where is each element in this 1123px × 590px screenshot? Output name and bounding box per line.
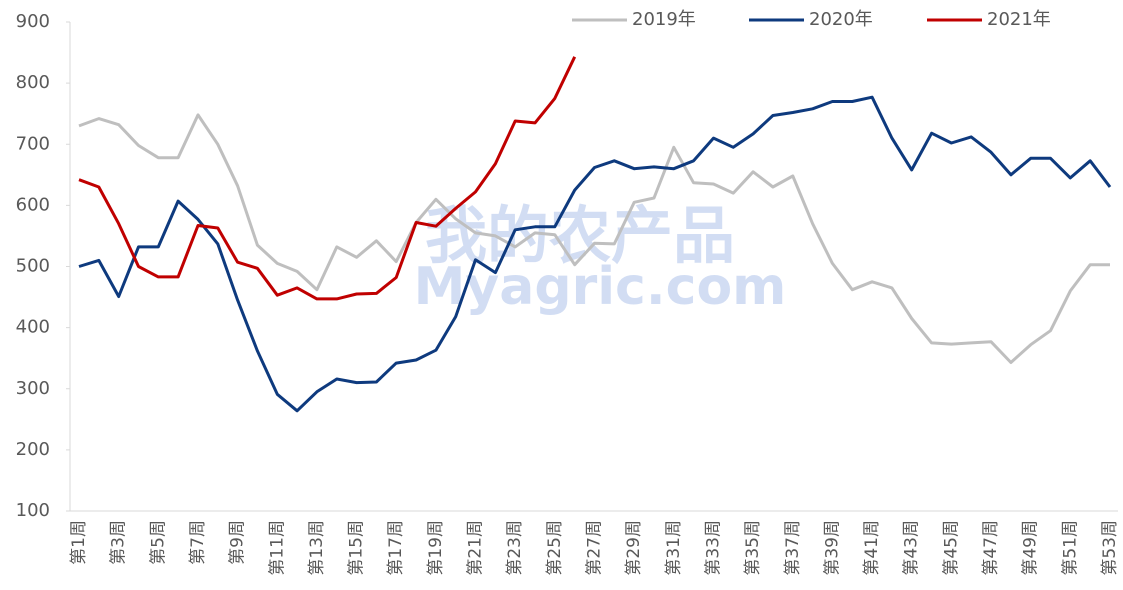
series-line [78, 56, 577, 301]
series-line [78, 113, 1110, 364]
x-tick-label: 第49周 [1021, 520, 1041, 576]
x-tick-label: 第35周 [743, 520, 763, 576]
x-tick-label: 第3周 [109, 520, 129, 565]
x-tick-label: 第11周 [267, 520, 287, 576]
y-tick-label: 100 [16, 500, 50, 521]
x-tick-label: 第29周 [624, 520, 644, 576]
y-tick-label: 500 [16, 256, 50, 277]
legend-label: 2021年 [987, 9, 1051, 30]
x-tick-label: 第41周 [862, 520, 882, 576]
x-tick-label: 第5周 [148, 520, 168, 565]
series-line [78, 95, 1112, 413]
x-tick-label: 第27周 [585, 520, 605, 576]
x-tick-label: 第13周 [307, 520, 327, 576]
x-tick-label: 第21周 [466, 520, 486, 576]
x-tick-label: 第47周 [981, 520, 1001, 576]
x-tick-label: 第15周 [347, 520, 367, 576]
x-tick-label: 第39周 [822, 520, 842, 576]
x-tick-label: 第33周 [703, 520, 723, 576]
x-tick-label: 第53周 [1100, 520, 1120, 576]
x-tick-label: 第45周 [941, 520, 961, 576]
y-tick-label: 800 [16, 72, 50, 93]
x-tick-label: 第23周 [505, 520, 525, 576]
x-tick-label: 第51周 [1060, 520, 1080, 576]
x-tick-label: 第7周 [188, 520, 208, 565]
x-tick-label: 第1周 [69, 520, 89, 565]
y-tick-label: 600 [16, 194, 50, 215]
x-tick-label: 第43周 [902, 520, 922, 576]
y-tick-label: 700 [16, 133, 50, 154]
y-tick-label: 900 [16, 11, 50, 32]
x-tick-label: 第31周 [664, 520, 684, 576]
x-tick-label: 第19周 [426, 520, 446, 576]
legend-label: 2020年 [809, 9, 873, 30]
x-tick-label: 第25周 [545, 520, 565, 576]
x-tick-label: 第9周 [228, 520, 248, 565]
legend-label: 2019年 [632, 9, 696, 30]
y-tick-label: 200 [16, 439, 50, 460]
y-tick-label: 300 [16, 378, 50, 399]
y-tick-label: 400 [16, 317, 50, 338]
x-tick-label: 第17周 [386, 520, 406, 576]
watermark: Myagric.com [414, 257, 787, 317]
x-tick-label: 第37周 [783, 520, 803, 576]
